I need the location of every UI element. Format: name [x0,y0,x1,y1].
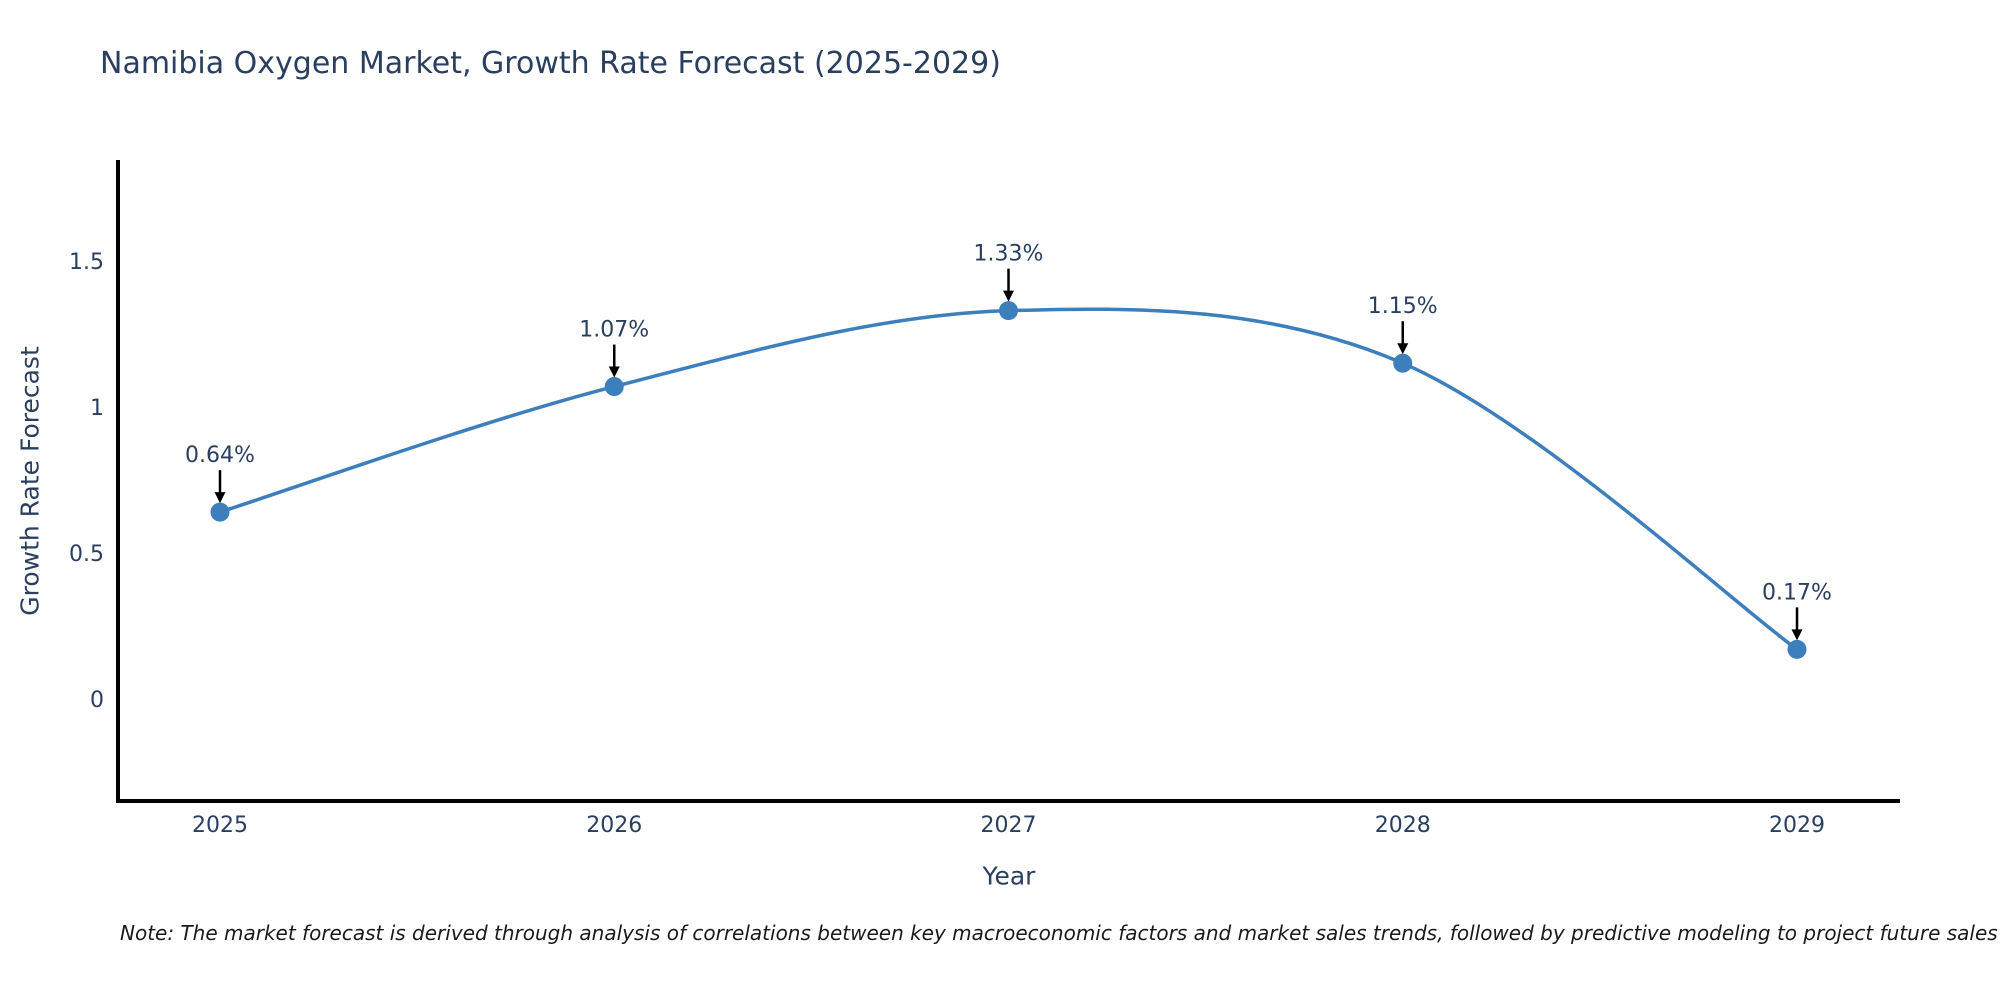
y-tick-label: 0.5 [69,542,104,567]
annotation-arrow-head [1397,343,1409,355]
y-axis-title: Growth Rate Forecast [15,346,45,616]
y-tick-label: 0 [90,688,104,713]
chart-title: Namibia Oxygen Market, Growth Rate Forec… [100,46,1001,81]
data-point-marker [604,377,624,397]
data-point-marker [210,502,230,522]
annotation-arrow-head [608,366,620,378]
point-value-label: 0.17% [1762,580,1832,605]
y-tick-label: 1.5 [69,250,104,275]
annotation-arrow-head [1791,629,1803,641]
x-tick-label: 2029 [1769,813,1825,838]
point-value-label: 1.15% [1368,294,1438,319]
x-tick-label: 2027 [981,813,1037,838]
point-value-label: 1.33% [974,242,1044,267]
data-point-marker [1787,639,1807,659]
data-point-marker [999,301,1018,321]
point-value-label: 0.64% [185,443,255,468]
x-tick-label: 2028 [1375,813,1431,838]
annotation-arrow-head [214,492,226,504]
footnote: Note: The market forecast is derived thr… [120,921,1998,945]
x-axis-title: Year [982,861,1036,891]
x-tick-label: 2025 [192,813,248,838]
growth-rate-line [219,307,1799,651]
data-point-marker [1393,353,1413,373]
x-tick-label: 2026 [586,813,642,838]
point-value-label: 1.07% [579,318,649,343]
y-tick-label: 1 [90,396,104,421]
annotation-arrow-head [1003,290,1014,302]
